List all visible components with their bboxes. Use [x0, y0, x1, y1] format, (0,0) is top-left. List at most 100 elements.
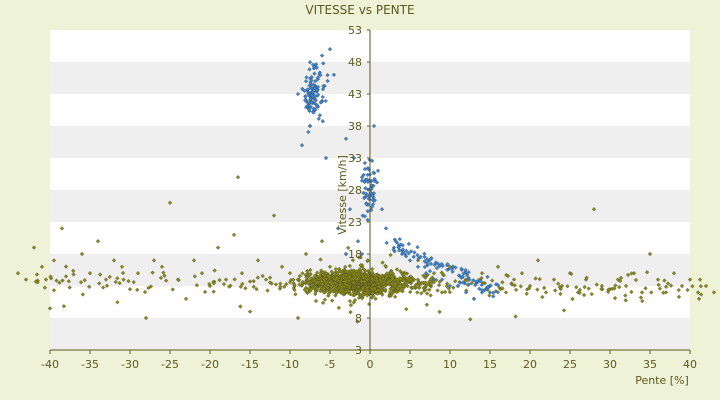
x-tick-label: -40	[41, 358, 59, 371]
data-point	[297, 282, 302, 287]
data-point	[292, 282, 297, 287]
data-point	[365, 285, 370, 290]
data-point	[577, 290, 582, 296]
data-point	[312, 71, 317, 76]
data-point	[586, 286, 591, 291]
data-point	[439, 270, 444, 275]
data-point	[373, 296, 378, 301]
chart-title: VITESSE vs PENTE	[305, 3, 414, 17]
data-point	[574, 285, 579, 290]
y-tick-label: 33	[348, 152, 362, 165]
data-point	[304, 275, 309, 280]
data-point	[408, 249, 414, 254]
data-point	[423, 273, 428, 278]
data-point	[423, 271, 429, 276]
data-point	[323, 155, 329, 161]
data-point	[43, 277, 49, 282]
data-point	[424, 261, 430, 266]
data-point	[309, 74, 314, 80]
data-point	[711, 290, 717, 295]
data-point	[662, 278, 667, 283]
data-point	[389, 270, 394, 275]
data-point	[324, 276, 329, 281]
data-point	[151, 258, 157, 263]
data-point	[553, 288, 558, 293]
data-point	[362, 160, 367, 166]
x-tick-label: -10	[281, 358, 299, 371]
data-point	[371, 191, 377, 196]
data-point	[390, 276, 395, 281]
data-point	[378, 277, 383, 283]
data-point	[581, 292, 587, 298]
data-point	[375, 168, 381, 173]
data-point	[687, 277, 693, 282]
data-point	[459, 275, 464, 280]
data-point	[303, 251, 309, 257]
data-point	[161, 270, 166, 275]
data-point	[221, 282, 227, 287]
data-point	[63, 264, 69, 269]
data-point	[167, 200, 173, 205]
data-point	[384, 274, 389, 279]
data-point	[415, 252, 420, 258]
data-point	[34, 272, 40, 277]
data-point	[428, 257, 433, 262]
data-point	[232, 277, 237, 282]
x-tick-label: -5	[325, 358, 336, 371]
data-point	[491, 290, 496, 295]
data-point	[365, 258, 370, 263]
data-point	[308, 96, 313, 101]
data-point	[362, 214, 367, 219]
data-point	[690, 284, 695, 289]
blue-series	[295, 47, 501, 301]
data-point	[425, 257, 430, 262]
data-point	[158, 275, 164, 280]
data-point	[359, 251, 365, 257]
data-point	[400, 247, 406, 252]
data-point	[302, 98, 308, 103]
data-point	[374, 180, 380, 185]
data-point	[372, 177, 377, 182]
data-point	[120, 270, 126, 276]
data-point	[243, 286, 248, 291]
data-point	[418, 254, 423, 260]
data-point	[295, 91, 301, 97]
data-point	[663, 290, 669, 295]
data-point	[48, 274, 53, 279]
data-point	[380, 260, 385, 265]
data-point	[473, 282, 478, 288]
data-point	[315, 84, 321, 90]
data-point	[383, 263, 388, 269]
data-point	[79, 251, 85, 257]
data-point	[434, 265, 439, 271]
data-point	[356, 255, 362, 260]
data-point	[412, 250, 417, 255]
data-point	[623, 283, 629, 289]
data-point	[115, 276, 120, 281]
data-point	[393, 281, 398, 287]
data-point	[316, 116, 321, 121]
data-point	[487, 290, 493, 295]
data-point	[422, 264, 427, 270]
data-point	[162, 273, 167, 278]
data-point	[300, 271, 305, 276]
data-point	[633, 277, 639, 283]
data-point	[440, 263, 445, 269]
data-point	[304, 289, 309, 295]
data-point	[333, 267, 338, 272]
data-point	[300, 86, 305, 92]
data-point	[570, 296, 575, 302]
data-point	[247, 309, 253, 314]
data-point	[661, 290, 666, 295]
data-point	[39, 264, 45, 269]
data-point	[238, 304, 243, 309]
data-point	[362, 166, 368, 172]
data-point	[319, 53, 325, 58]
data-point	[308, 267, 313, 273]
y-tick-label: 28	[348, 184, 362, 197]
data-point	[362, 196, 367, 201]
data-point	[87, 271, 93, 276]
data-point	[313, 98, 318, 103]
data-point	[23, 277, 29, 282]
